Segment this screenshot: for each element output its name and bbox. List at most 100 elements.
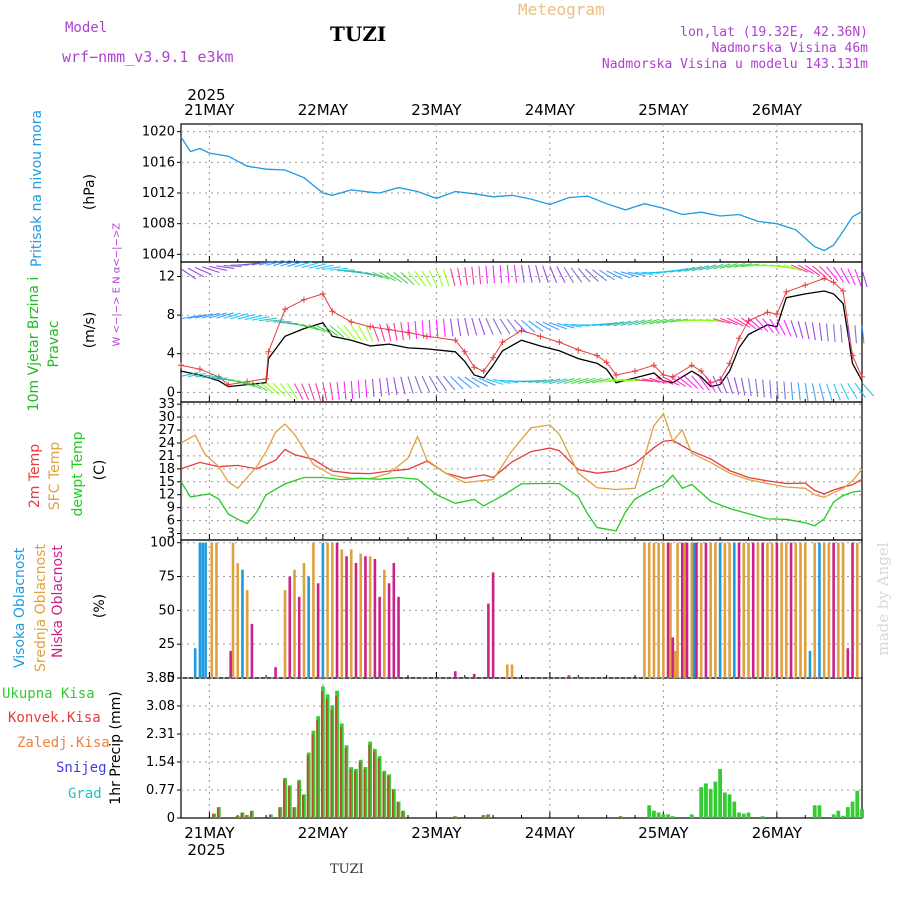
wind-arrow bbox=[485, 265, 488, 284]
precip-total-bar bbox=[216, 807, 221, 818]
wind-arrow bbox=[493, 378, 511, 384]
wind-arrow bbox=[663, 318, 682, 324]
wind-arrow bbox=[279, 383, 292, 398]
cloud-bar bbox=[307, 576, 310, 678]
y-tick-label: 0 bbox=[167, 811, 175, 826]
wind-arrow bbox=[364, 324, 374, 342]
wind-arrow bbox=[464, 376, 480, 388]
wind-arrow bbox=[563, 377, 582, 385]
day-label-top: 21MAY bbox=[184, 101, 235, 119]
y-tick-label: 15 bbox=[158, 475, 175, 490]
cloud-bar bbox=[841, 542, 845, 678]
wind-arrow bbox=[556, 377, 575, 385]
cloud-bar bbox=[846, 648, 850, 678]
footer-station: TUZI bbox=[330, 862, 364, 877]
precip-total-bar bbox=[845, 807, 850, 818]
precip-conv-bar bbox=[481, 815, 484, 818]
wind-arrow bbox=[592, 377, 611, 384]
wind-arrow bbox=[258, 317, 277, 322]
precip-conv-bar bbox=[240, 812, 243, 818]
precip-total-bar bbox=[661, 814, 666, 818]
panel-frame bbox=[180, 539, 863, 679]
gust-marker bbox=[300, 296, 307, 303]
wind-arrow bbox=[542, 321, 560, 331]
gust-marker bbox=[282, 306, 289, 313]
wind-arrow bbox=[202, 312, 220, 319]
cloud-bar bbox=[354, 563, 358, 678]
wind-arrow bbox=[840, 383, 850, 400]
wind-arrow bbox=[861, 382, 875, 397]
precip-conv-bar bbox=[325, 699, 328, 818]
wind-arrow bbox=[528, 264, 533, 283]
y-tick-label: 3 bbox=[167, 527, 175, 542]
precip-total-bar bbox=[722, 792, 727, 818]
precip-conv-bar bbox=[212, 813, 215, 818]
y-tick-label: 6 bbox=[167, 514, 175, 529]
wind-arrow bbox=[570, 377, 589, 385]
wind-arrow bbox=[435, 269, 444, 287]
precip-conv-bar bbox=[382, 772, 385, 818]
day-label-bottom: 25MAY bbox=[638, 824, 689, 842]
precip-total-bar bbox=[737, 812, 741, 818]
y-tick-label: 33 bbox=[158, 397, 175, 412]
wind-arrow bbox=[705, 318, 724, 323]
wind-arrow bbox=[499, 318, 511, 335]
wind-arrow bbox=[506, 318, 519, 334]
cloud-bar bbox=[709, 542, 712, 678]
cloud-bar bbox=[657, 542, 660, 678]
wind-arrow bbox=[684, 265, 703, 272]
wind-arrow bbox=[308, 324, 326, 333]
wind-arrow bbox=[315, 383, 322, 401]
cloud-bar bbox=[751, 542, 755, 678]
cloud-bar bbox=[827, 542, 831, 678]
wind-arrow bbox=[528, 320, 544, 332]
wind-arrow bbox=[187, 267, 205, 278]
wind-arrow bbox=[251, 381, 268, 392]
cloud-bar bbox=[236, 563, 240, 678]
wind-arrow bbox=[811, 322, 816, 341]
wind-arrow bbox=[811, 265, 827, 278]
wind-arrow bbox=[606, 378, 625, 383]
wind-arrow bbox=[563, 323, 582, 328]
wind-arrow bbox=[833, 324, 836, 343]
wind-arrow bbox=[578, 377, 596, 384]
wind-arrow bbox=[854, 382, 866, 398]
wind-arrow bbox=[691, 375, 704, 390]
y-tick-label: 1020 bbox=[142, 125, 175, 140]
wind-arrow bbox=[783, 264, 802, 272]
cloud-bar bbox=[241, 569, 244, 678]
cloud-bar bbox=[345, 556, 348, 678]
y-tick-label: 0 bbox=[167, 385, 175, 400]
wind-arrow bbox=[244, 261, 263, 266]
precip-total-bar bbox=[841, 815, 845, 818]
precip-conv-bar bbox=[373, 751, 375, 818]
cloud-bar bbox=[766, 542, 769, 678]
precip-total-bar bbox=[656, 812, 661, 818]
precip-conv-bar bbox=[320, 691, 323, 818]
precip-conv-bar bbox=[292, 807, 295, 818]
cloud-bar bbox=[785, 542, 788, 678]
cloud-bar bbox=[643, 542, 646, 678]
gust-marker bbox=[319, 290, 326, 297]
series-brzina bbox=[180, 290, 863, 388]
wind-arrow bbox=[542, 378, 561, 384]
wind-arrow bbox=[521, 319, 536, 333]
precip-conv-bar bbox=[401, 811, 404, 818]
wind-arrow bbox=[485, 317, 494, 335]
wind-arrow bbox=[584, 268, 599, 282]
wind-arrow bbox=[294, 383, 304, 400]
wind-arrow bbox=[649, 318, 667, 325]
wind-arrow bbox=[393, 322, 398, 341]
wind-arrow bbox=[180, 371, 199, 377]
cloud-bar bbox=[666, 542, 670, 678]
gust-marker bbox=[783, 288, 790, 295]
day-label-top: 25MAY bbox=[638, 101, 689, 119]
cloud-bar bbox=[510, 664, 514, 678]
wind-arrow bbox=[450, 318, 454, 337]
wind-arrow bbox=[287, 260, 305, 267]
cloud-bar bbox=[733, 542, 736, 678]
precip-conv-bar bbox=[250, 811, 252, 818]
y-tick-label: 4 bbox=[167, 347, 175, 362]
wind-arrow bbox=[818, 383, 825, 402]
y-tick-label: 0 bbox=[167, 671, 175, 686]
